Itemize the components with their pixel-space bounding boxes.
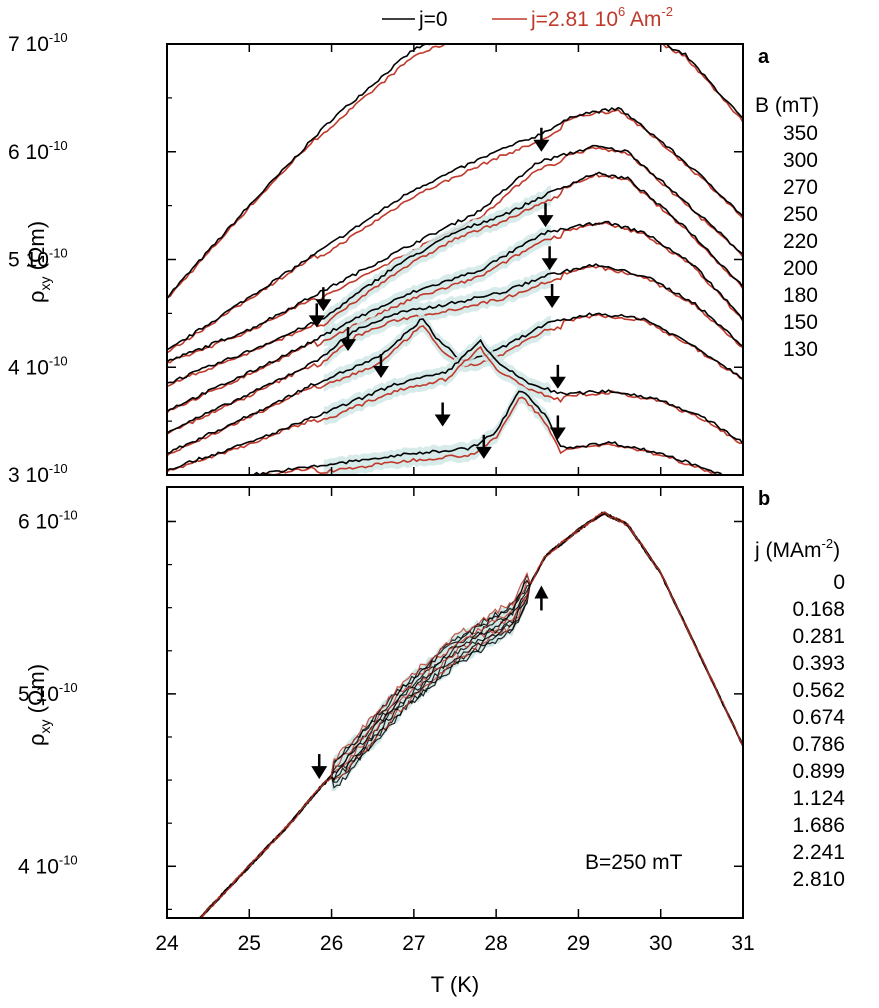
arrow-head-a-6	[533, 139, 550, 152]
j-value-3: 0.393	[792, 652, 845, 675]
x-tick-label-25: 25	[238, 932, 261, 955]
panel-a-plot-area	[167, 44, 743, 475]
j-value-5: 0.674	[792, 706, 845, 729]
panel-b-side-title: j (MAm-2)	[754, 536, 840, 562]
arrow-head-a-4	[434, 414, 451, 427]
band-B200	[323, 267, 551, 367]
curve-j0-B130	[250, 390, 723, 475]
j-value-8: 1.124	[792, 787, 845, 810]
b-value-3: 250	[783, 203, 818, 226]
panel-b-x-ticks: 24 25 26 27 28 29 30 31	[155, 487, 755, 955]
arrow-head-a-7	[537, 215, 554, 228]
j-value-4: 0.562	[792, 679, 845, 702]
panel-b-j-values: 0 0.168 0.281 0.393 0.562 0.674 0.786 0.899 1.12…	[792, 571, 845, 891]
j-value-0: 0	[833, 571, 845, 594]
arrow-head-a-0	[315, 299, 332, 312]
x-tick-label-24: 24	[155, 932, 179, 955]
j-value-2: 0.281	[792, 625, 845, 648]
j-value-10: 2.241	[792, 841, 845, 864]
arrow-head-b-0	[311, 766, 328, 780]
curve-j0-B220	[167, 220, 743, 412]
a-ytick-label-1: 4 10-10	[8, 353, 68, 379]
panel-b-xlabel: T (K)	[431, 972, 479, 997]
band-B250	[323, 185, 551, 332]
j-value-11: 2.810	[792, 868, 845, 891]
x-tick-label-30: 30	[649, 932, 672, 955]
panel-b-ylabel: ρxy (Ωm)	[24, 664, 53, 746]
panel-a-curves	[167, 44, 743, 475]
x-tick-label-31: 31	[731, 932, 754, 955]
panel-a-y-ticks: 3 10-10 4 10-10 5 10-10 6 10-10 7 10-10	[8, 30, 744, 487]
j-value-6: 0.786	[792, 733, 845, 756]
x-tick-label-26: 26	[320, 932, 343, 955]
a-ytick-label-0: 3 10-10	[8, 461, 68, 487]
arrow-head-a-8	[541, 258, 558, 271]
arrow-head-b-1	[534, 585, 549, 599]
panel-b-plot-area	[197, 511, 743, 918]
panel-a-tag: a	[758, 46, 770, 68]
x-tick-label-27: 27	[402, 932, 425, 955]
j-value-1: 0.168	[792, 598, 845, 621]
b-value-1: 300	[783, 149, 818, 172]
panel-a-b-values: 350 300 270 250 220 200 180 150 130	[783, 122, 818, 361]
b-value-7: 150	[783, 311, 818, 334]
panel-a-side-title: B (mT)	[755, 94, 819, 117]
arrow-head-a-5	[475, 446, 492, 459]
b-ytick-label-2: 6 10-10	[18, 508, 78, 534]
panel-b-curves	[197, 511, 743, 918]
b-ytick-label-0: 4 10-10	[18, 852, 78, 878]
curve-j0-B270	[167, 144, 743, 363]
a-ytick-label-4: 7 10-10	[8, 30, 68, 56]
curve-j0-B350	[167, 44, 743, 300]
curve-j0-B150	[167, 338, 743, 471]
panel-a: 3 10-10 4 10-10 5 10-10 6 10-10 7 10-10 ρxy …	[8, 30, 819, 487]
curve-j0-B250	[167, 171, 743, 384]
panel-b-y-ticks: 4 10-10 5 10-10 6 10-10	[18, 508, 743, 910]
b-value-5: 200	[783, 257, 818, 280]
curve-j0-B180	[167, 312, 743, 455]
panel-b: 4 10-10 5 10-10 6 10-10 24 25 26 27 28 29 30 31 ρ…	[18, 486, 845, 997]
a-ytick-label-3: 6 10-10	[8, 138, 68, 164]
panel-b-annotation: B=250 mT	[585, 851, 683, 874]
arrow-head-a-1	[308, 315, 325, 328]
band-B130	[323, 385, 551, 475]
curve-j281-B270	[167, 146, 743, 364]
j-value-9: 1.686	[792, 814, 845, 837]
legend-label-j281: j=2.81 106 Am-2	[530, 4, 673, 31]
j-value-7: 0.899	[792, 760, 845, 783]
b-value-6: 180	[783, 284, 818, 307]
x-tick-label-29: 29	[567, 932, 590, 955]
panel-a-ylabel: ρxy (Ωm)	[24, 221, 53, 303]
curve-j281-B220	[167, 221, 743, 414]
b-value-8: 130	[783, 338, 818, 361]
b-ytick-label-1: 5 10-10	[18, 680, 78, 706]
b-value-0: 350	[783, 122, 818, 145]
curve-j281-B350	[167, 44, 743, 299]
curve-j281-B180	[167, 313, 743, 457]
arrow-head-a-3	[372, 366, 389, 379]
panel-a-frame	[166, 43, 744, 476]
arrow-head-a-11	[549, 427, 566, 440]
legend-label-j0: j=0	[418, 8, 448, 31]
b-value-4: 220	[783, 230, 818, 253]
panel-b-tag: b	[758, 488, 770, 510]
curve-j-2.810	[199, 511, 743, 918]
x-tick-label-28: 28	[484, 932, 507, 955]
arrow-head-a-2	[340, 339, 357, 352]
curve-j0-B300	[167, 106, 743, 351]
arrow-head-a-10	[549, 376, 566, 389]
arrow-head-a-9	[544, 295, 561, 308]
panel-b-frame	[166, 486, 744, 919]
curve-j0-B200	[167, 263, 743, 434]
a-ytick-label-2: 5 10-10	[8, 246, 68, 272]
legend: j=0 j=2.81 106 Am-2	[382, 4, 673, 31]
b-value-2: 270	[783, 176, 818, 199]
